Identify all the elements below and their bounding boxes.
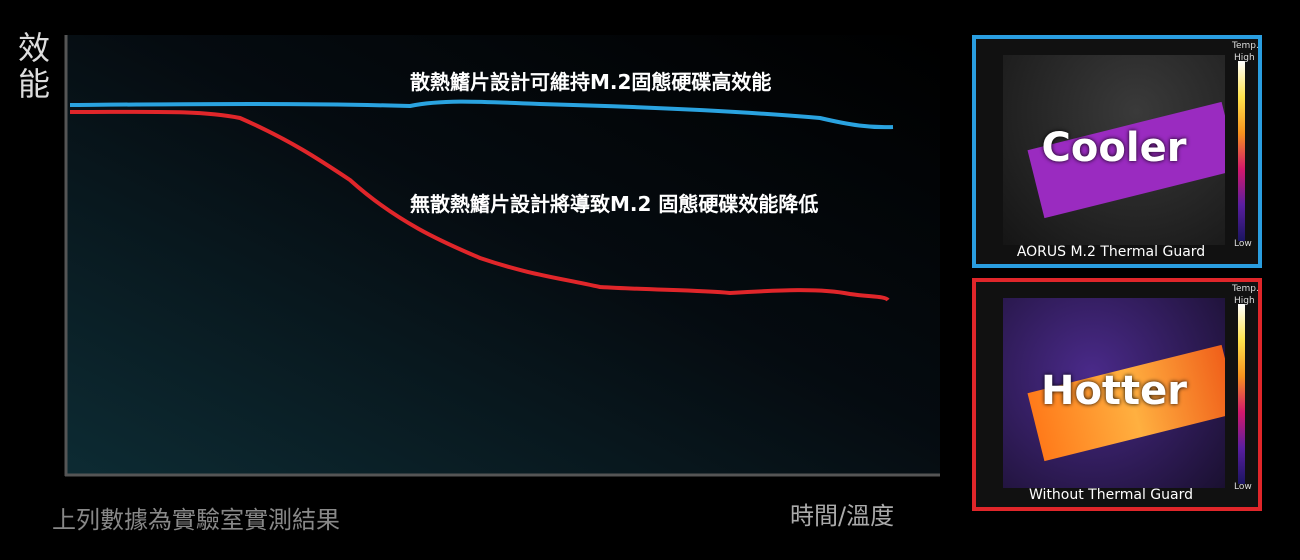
scale-low: Low [1234,482,1252,492]
panel-caption: AORUS M.2 Thermal Guard [1016,244,1206,260]
plot-area [65,35,940,475]
panel-label: Cooler [1041,125,1187,171]
footnote: 上列數據為實驗室實測結果 [52,506,340,534]
color-scale [1238,304,1245,484]
thermal-image: Cooler [1003,55,1225,245]
cooled-curve [69,99,894,130]
scale-title: Temp. [1232,41,1259,51]
performance-chart [64,35,940,477]
annotation: 散熱鰭片設計可維持M.2固態硬碟高效能 [410,70,772,94]
scale-high: High [1234,53,1255,63]
panel-caption: Without Thermal Guard [1029,487,1193,503]
thermal-image: Hotter [1003,298,1225,488]
uncooled-curve [69,109,890,302]
scale-title: Temp. [1232,284,1259,294]
x-axis-label: 時間/溫度 [790,502,895,530]
color-scale [1238,61,1245,241]
thermal-panel: Cooler Temp. High Low AORUS M.2 Thermal … [972,35,1262,268]
scale-high: High [1234,296,1255,306]
y-axis-label: 效能 [18,29,51,103]
thermal-panel: Hotter Temp. High Low Without Thermal Gu… [972,278,1262,511]
scale-low: Low [1234,239,1252,249]
annotation: 無散熱鰭片設計將導致M.2 固態硬碟效能降低 [410,192,819,216]
panel-label: Hotter [1040,368,1188,414]
